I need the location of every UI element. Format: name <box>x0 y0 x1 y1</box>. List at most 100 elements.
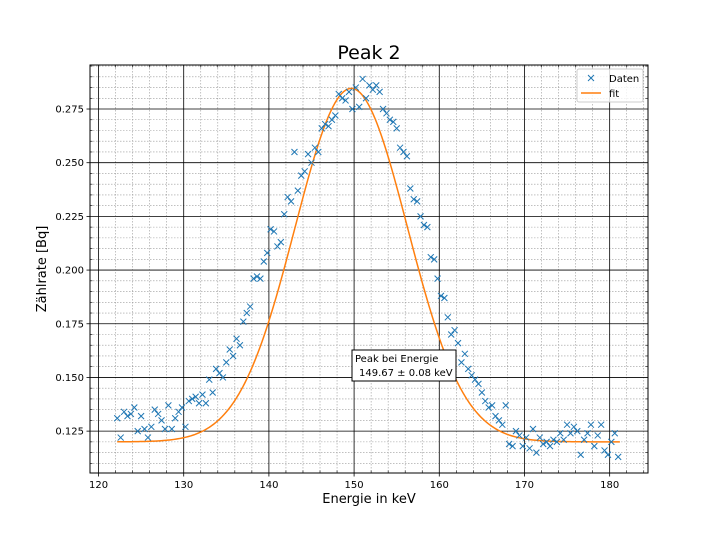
data-point <box>314 148 322 156</box>
data-point <box>151 406 159 414</box>
data-point <box>543 438 550 446</box>
data-point <box>597 421 605 429</box>
data-point <box>253 273 261 280</box>
data-point <box>113 414 121 422</box>
data-point <box>417 213 424 220</box>
data-point <box>260 258 268 265</box>
data-point <box>478 389 486 396</box>
data-point <box>291 148 298 156</box>
data-point <box>611 429 619 437</box>
data-point <box>301 167 309 175</box>
data-point <box>372 82 380 89</box>
data-point <box>349 105 356 113</box>
data-point <box>604 451 612 459</box>
data-point <box>379 105 387 113</box>
data-point <box>413 198 421 205</box>
data-point <box>444 313 452 321</box>
y-tick-label: 0.175 <box>55 319 84 330</box>
data-point <box>580 436 588 444</box>
data-point <box>212 365 220 373</box>
data-point <box>393 124 401 132</box>
y-tick-label: 0.150 <box>55 373 84 384</box>
data-point <box>168 425 176 433</box>
data-point <box>141 425 148 433</box>
data-point <box>488 402 496 409</box>
data-point <box>458 359 465 366</box>
data-point <box>481 397 489 405</box>
x-tick-label: 170 <box>515 480 534 491</box>
data-point <box>205 376 213 383</box>
data-point <box>376 88 384 96</box>
y-tick-label: 0.275 <box>55 105 84 116</box>
y-tick-label: 0.200 <box>55 266 84 277</box>
data-point <box>550 436 557 444</box>
data-point <box>529 425 537 433</box>
plot-frame <box>89 64 649 474</box>
x-tick-label: 140 <box>259 480 278 491</box>
y-tick-label: 0.250 <box>55 158 84 169</box>
data-point <box>396 144 404 152</box>
data-point <box>178 404 186 411</box>
data-point <box>522 434 530 441</box>
data-point <box>311 144 319 152</box>
annotation-box <box>351 349 457 382</box>
data-point <box>284 193 291 201</box>
data-point <box>505 440 513 448</box>
data-point <box>250 275 257 283</box>
data-point <box>216 369 223 377</box>
data-point <box>185 397 193 405</box>
data-point <box>614 453 622 461</box>
data-point <box>202 399 210 407</box>
data-point <box>451 326 458 334</box>
fit-curve <box>117 87 620 443</box>
y-axis-label: Zählrate [Bq] <box>35 226 50 313</box>
legend-label-fit: fit <box>609 89 619 100</box>
data-point <box>325 122 332 130</box>
data-point <box>280 210 288 218</box>
data-points <box>113 75 622 461</box>
data-point <box>120 408 128 416</box>
data-point <box>567 429 574 437</box>
data-point <box>553 438 561 446</box>
legend-label-daten: Daten <box>609 74 639 85</box>
data-point <box>383 109 390 117</box>
data-point <box>229 352 237 360</box>
y-tick-label: 0.125 <box>55 427 84 438</box>
data-point <box>430 255 438 263</box>
legend: Daten fit <box>576 68 644 103</box>
data-point <box>608 438 615 446</box>
data-point <box>447 331 455 338</box>
data-point <box>454 339 462 347</box>
x-tick-label: 150 <box>345 480 364 491</box>
data-point <box>222 359 230 366</box>
data-point <box>533 449 540 456</box>
data-point <box>236 341 244 349</box>
data-point <box>526 444 533 452</box>
data-point <box>297 172 305 179</box>
data-point <box>406 185 414 192</box>
data-point <box>124 412 131 420</box>
axis-ticks: 120 130 140 150 160 170 180 0.125 0.150 0.175 0.20… <box>55 65 648 491</box>
data-point <box>590 442 598 450</box>
data-point <box>267 225 274 233</box>
data-point <box>502 402 510 409</box>
data-point <box>246 303 254 310</box>
data-point <box>277 238 285 246</box>
data-point <box>359 75 366 83</box>
data-point <box>137 412 145 420</box>
data-point <box>434 275 441 283</box>
data-point <box>199 391 206 398</box>
data-point <box>134 427 142 435</box>
data-point <box>130 404 138 411</box>
data-point <box>556 429 564 437</box>
data-point <box>257 275 264 283</box>
data-point <box>294 187 302 194</box>
data-point <box>117 434 125 441</box>
data-point <box>516 432 523 439</box>
data-point <box>560 436 568 444</box>
data-point <box>386 116 394 124</box>
data-point <box>154 410 162 418</box>
data-point <box>536 434 544 441</box>
x-axis-label: Energie in keV <box>322 492 416 507</box>
data-point <box>519 442 527 450</box>
